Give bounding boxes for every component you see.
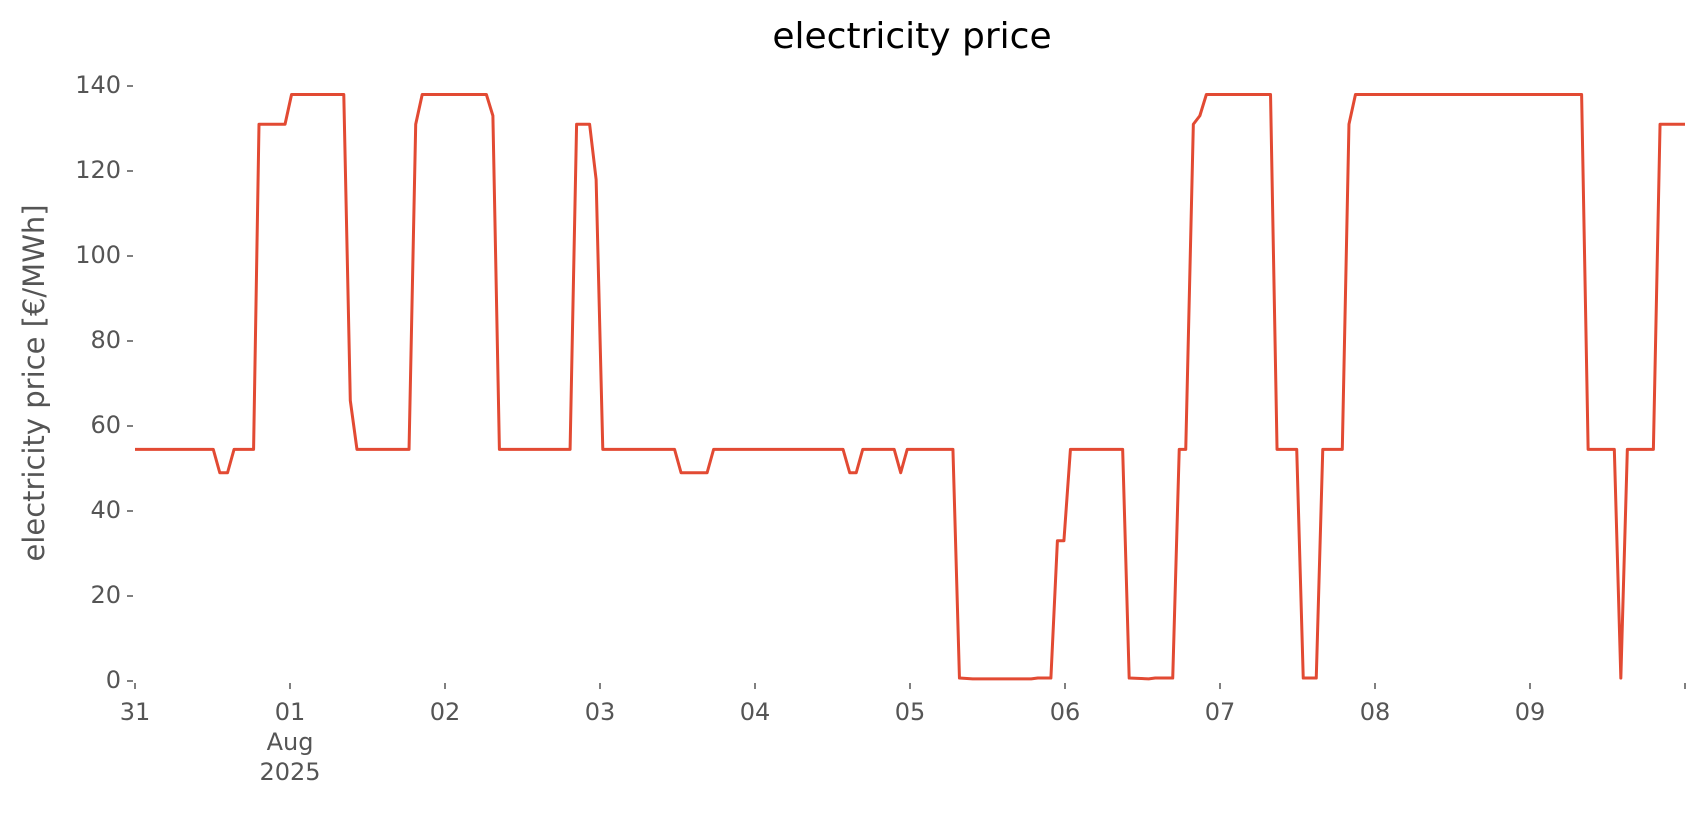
y-tick-label: 140 — [75, 71, 121, 99]
y-tick-label: 40 — [90, 496, 121, 524]
x-tick-label: 07 — [1204, 698, 1236, 726]
y-tick-label: 0 — [106, 666, 121, 694]
x-tick-label: 04 — [739, 698, 771, 726]
y-tick-label: 80 — [90, 326, 121, 354]
x-tick-label: 31 — [119, 698, 151, 726]
line-series — [135, 93, 1685, 681]
x-tick-label: 09 — [1514, 698, 1546, 726]
x-tick-label: 06 — [1049, 698, 1081, 726]
x-tick-label: 01 Aug 2025 — [259, 698, 321, 786]
x-tick-label: 05 — [894, 698, 926, 726]
y-tick-label: 60 — [90, 411, 121, 439]
x-tick-label: 02 — [429, 698, 461, 726]
y-axis-label: electricity price [€/MWh] — [17, 204, 51, 561]
y-tick-label: 100 — [75, 241, 121, 269]
x-tick-label: 08 — [1359, 698, 1391, 726]
y-tick-label: 20 — [90, 581, 121, 609]
y-tick-label: 120 — [75, 156, 121, 184]
x-tick-label: 03 — [584, 698, 616, 726]
chart-title: electricity price — [772, 16, 1051, 57]
